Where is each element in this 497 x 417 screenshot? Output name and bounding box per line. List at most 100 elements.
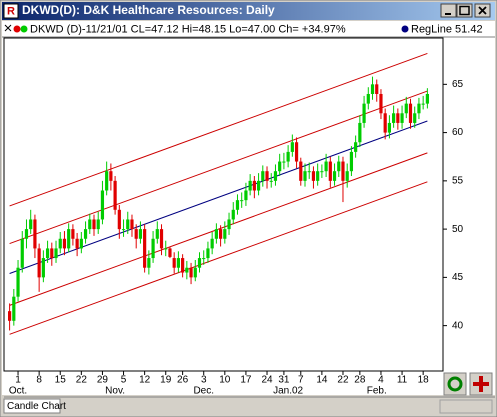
candle-body — [320, 171, 324, 173]
candle-body — [421, 103, 425, 105]
maximize-glyph — [459, 5, 470, 16]
candle-body — [92, 219, 96, 230]
candle-body — [189, 267, 193, 278]
app-icon — [3, 3, 19, 19]
candle-body — [159, 229, 164, 249]
y-tick-label: 60 — [452, 127, 464, 138]
candle-body — [24, 229, 29, 239]
candle-body — [307, 171, 311, 173]
candle-body — [328, 161, 332, 181]
candle-body — [117, 209, 121, 230]
month-label: Dec. — [193, 386, 214, 397]
candle-body — [299, 161, 303, 181]
y-tick-label: 65 — [452, 79, 464, 90]
channel-line — [9, 120, 428, 274]
candle-body — [155, 229, 159, 239]
tab-label: Candle Chart — [7, 401, 66, 412]
candle-body — [265, 171, 269, 181]
x-tick-label: 29 — [97, 375, 109, 386]
refresh-glyph — [447, 376, 463, 392]
candle-body — [219, 229, 223, 239]
x-tick-label: 1 — [15, 375, 21, 386]
chart-panel — [2, 21, 495, 395]
y-tick-label: 45 — [452, 272, 464, 283]
candle-body — [332, 171, 337, 181]
month-label: Feb. — [367, 386, 387, 397]
candle-body — [231, 209, 235, 220]
candle-body — [197, 258, 202, 268]
candle-body — [392, 113, 396, 123]
candle-body — [366, 93, 370, 104]
candle-body — [396, 113, 400, 123]
plot-frame — [3, 37, 444, 372]
y-tick-label: 40 — [452, 320, 464, 331]
candle-body — [206, 248, 210, 259]
window-buttons[interactable] — [440, 3, 491, 18]
candle-body — [176, 258, 180, 268]
candle-body — [58, 238, 62, 249]
x-tick-label: 11 — [397, 375, 408, 386]
candle-body — [29, 219, 33, 230]
candle-body — [147, 258, 151, 268]
candle-body — [83, 229, 88, 239]
x-tick-label: 28 — [354, 375, 366, 386]
window-title: DKWD(D): D&K Healthcare Resources: Daily — [22, 3, 275, 17]
candle-body — [294, 142, 299, 162]
candle-body — [256, 180, 261, 191]
candle-body — [71, 229, 75, 239]
x-tick-label: 3 — [201, 375, 207, 386]
x-tick-label: 18 — [418, 375, 430, 386]
candle-body — [79, 238, 83, 249]
candle-body — [62, 238, 67, 249]
app-icon-glyph: R — [7, 5, 15, 17]
candle-body — [45, 248, 50, 259]
candle-body — [41, 258, 45, 278]
channel-line — [9, 152, 428, 306]
minimize-button[interactable] — [440, 3, 457, 18]
candle-body — [214, 229, 218, 239]
candle-body — [248, 180, 252, 191]
candle-body — [286, 151, 290, 162]
candle-body — [303, 171, 307, 181]
x-tick-label: 7 — [298, 375, 304, 386]
x-tick-label: 24 — [261, 375, 273, 386]
candle-body — [244, 190, 248, 201]
candle-body — [273, 171, 278, 181]
legend-close[interactable] — [4, 24, 12, 32]
candle-body — [227, 219, 231, 230]
candle-body — [181, 258, 185, 273]
refresh-button[interactable] — [443, 372, 467, 396]
candle-body — [413, 113, 417, 123]
scrollbar[interactable] — [439, 399, 493, 414]
tab[interactable] — [3, 398, 61, 414]
legend-dot-green — [20, 25, 28, 33]
candle-body — [269, 180, 273, 182]
candle-body — [261, 171, 265, 181]
candle-body — [172, 258, 176, 268]
legend-text: DKWD (D)-11/21/01 CL=47.12 Hi=48.15 Lo=4… — [30, 23, 346, 35]
y-tick-label: 50 — [452, 224, 464, 235]
candle-body — [130, 219, 134, 230]
candle-body — [375, 84, 379, 94]
candle-body — [387, 122, 391, 133]
x-tick-label: 26 — [177, 375, 189, 386]
candle-body — [185, 267, 189, 273]
candle-body — [240, 200, 244, 202]
candle-body — [151, 238, 155, 259]
candle-body — [75, 238, 79, 249]
close-glyph — [478, 6, 487, 15]
channel-line — [9, 181, 428, 335]
candle-body — [67, 229, 71, 249]
candle-body — [20, 238, 24, 268]
candle-body — [278, 161, 282, 172]
candle-body — [50, 248, 54, 259]
candle-body — [100, 190, 105, 220]
candle-body — [235, 200, 240, 210]
channel-line — [9, 52, 428, 207]
x-tick-label: 22 — [337, 375, 349, 386]
candle-body — [37, 248, 41, 278]
candle-body — [109, 171, 113, 181]
month-label: Oct. — [9, 386, 27, 397]
